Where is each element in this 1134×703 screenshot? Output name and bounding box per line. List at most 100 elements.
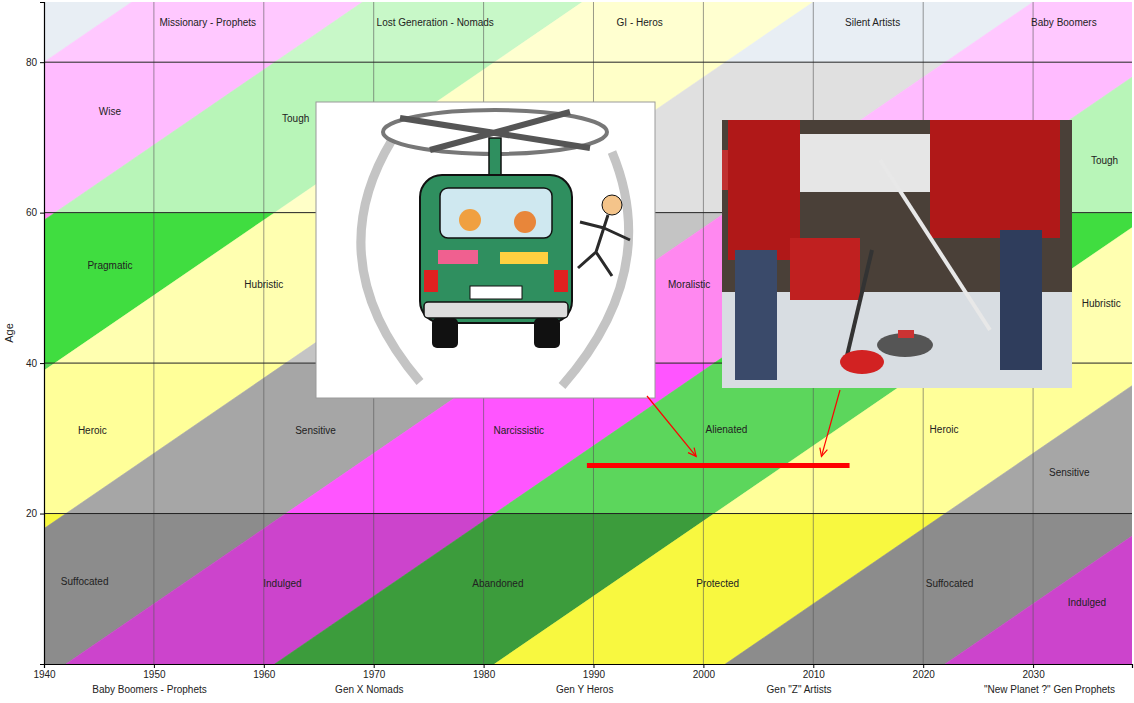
grid	[44, 2, 1132, 664]
generation-band	[945, 514, 1132, 664]
tick-mark	[264, 664, 265, 668]
bands	[44, 2, 1132, 664]
phase-label: Suffocated	[61, 576, 109, 587]
cartoon-mast	[489, 138, 501, 178]
phase-label: Alienated	[706, 424, 748, 435]
photo-legs	[1000, 230, 1042, 370]
generation-label: Baby Boomers - Prophets	[92, 684, 207, 695]
generation-top-label: GI - Heros	[617, 17, 663, 28]
tick-mark	[40, 62, 44, 63]
grid-line-x	[263, 2, 264, 664]
cartoon-sticker	[500, 252, 548, 264]
tick: 1990	[583, 664, 606, 680]
tick: 2020	[913, 664, 936, 680]
tick-label: 2030	[1022, 669, 1045, 680]
arrow-head	[688, 448, 696, 457]
tick-mark	[703, 664, 704, 668]
photo-jacket	[728, 120, 800, 260]
tick: 1980	[473, 664, 496, 680]
cartoon-taillight	[554, 270, 568, 292]
generation-label: Gen "Z" Artists	[767, 684, 832, 695]
generation-top-label: Lost Generation - Nomads	[377, 17, 494, 28]
photo-legs	[735, 250, 777, 380]
axis-line	[40, 3, 45, 665]
phase-label: Indulged	[1068, 597, 1106, 608]
tick-mark	[374, 664, 375, 668]
tick-label: 1970	[363, 669, 386, 680]
tick-label: 2000	[693, 669, 716, 680]
tick-mark	[813, 664, 814, 668]
cartoon-image	[316, 102, 655, 398]
phase-label: Heroic	[78, 425, 107, 436]
cartoon-passenger	[459, 209, 481, 231]
phase-label: Tough	[282, 113, 309, 124]
phase-label: Sensitive	[295, 425, 336, 436]
phase-label: Tough	[1091, 155, 1118, 166]
y-axis: 20 40 60 80	[26, 3, 45, 665]
chart-root: 1940 1950 1960 1970 1980 1990 2000 2010 2020 2030…	[0, 0, 1134, 703]
tick: 1970	[363, 664, 386, 680]
tick-mark	[40, 514, 44, 515]
tick-label: 20	[26, 508, 38, 519]
phase-label: Abandoned	[472, 578, 523, 589]
tick-mark	[1033, 664, 1034, 668]
cartoon-wheel	[432, 318, 458, 348]
highlight-line	[587, 463, 850, 468]
tick-mark	[40, 363, 44, 364]
phase-label: Hubristic	[244, 279, 283, 290]
generation-top-label: Baby Boomers	[1031, 17, 1097, 28]
photo-brush	[840, 350, 884, 374]
y-axis-title: Age	[3, 323, 15, 343]
tick: 2000	[693, 664, 716, 680]
grid-line-y	[44, 62, 1132, 63]
generation-top-label: Missionary - Prophets	[159, 17, 256, 28]
grid-line-y	[44, 513, 1132, 514]
curling-photo	[722, 120, 1072, 388]
photo-background	[722, 120, 1072, 388]
tick-label: 1990	[583, 669, 606, 680]
phase-label: Narcissistic	[493, 425, 544, 436]
tick-label: 1960	[253, 669, 276, 680]
cartoon-passenger	[514, 211, 536, 233]
tick-label: 1950	[143, 669, 166, 680]
cartoon-window	[440, 188, 552, 238]
bottom-labels: Baby Boomers - ProphetsGen X NomadsGen Y…	[92, 684, 1115, 695]
tick-mark	[154, 664, 155, 668]
arrow-head	[820, 448, 828, 457]
cartoon-runner-body	[578, 215, 630, 276]
cartoon-taillight	[424, 270, 438, 292]
photo-broom	[880, 160, 990, 330]
generation-label: Gen Y Heros	[556, 684, 613, 695]
cartoon-car-body	[420, 175, 572, 323]
cartoon-bumper	[424, 302, 568, 318]
tick: 80	[26, 57, 44, 68]
tick: 60	[26, 207, 44, 218]
tick-label: 2020	[913, 669, 936, 680]
grid-line-x	[153, 2, 154, 664]
photo-broom	[846, 250, 872, 360]
photo-scoreboard	[800, 134, 930, 192]
cartoon-frame	[316, 102, 655, 398]
tick-label: 2010	[803, 669, 826, 680]
tick: 2010	[803, 664, 826, 680]
tick: 1940	[33, 664, 56, 680]
tick: 20	[26, 508, 44, 519]
cartoon-runner-head	[602, 195, 622, 215]
tick-label: 80	[26, 57, 38, 68]
phase-label: Hubristic	[1082, 298, 1121, 309]
chart-svg: 1940 1950 1960 1970 1980 1990 2000 2010 2020 2030…	[0, 0, 1134, 703]
phase-label: Protected	[696, 578, 739, 589]
cartoon-plate	[470, 286, 522, 299]
tick: 1950	[143, 664, 166, 680]
illustrations	[316, 102, 1072, 456]
tick: 1960	[253, 664, 276, 680]
photo-stone-handle	[898, 330, 914, 338]
tick-mark	[484, 664, 485, 668]
tick: 40	[26, 358, 44, 369]
cartoon-wheel	[534, 318, 560, 348]
phase-label: Heroic	[930, 424, 959, 435]
labels: WiseToughToughPragmaticHubristicMoralist…	[61, 17, 1121, 608]
plot-area	[44, 2, 1132, 664]
generation-label: "New Planet ?" Gen Prophets	[984, 684, 1115, 695]
phase-label: Wise	[99, 106, 122, 117]
